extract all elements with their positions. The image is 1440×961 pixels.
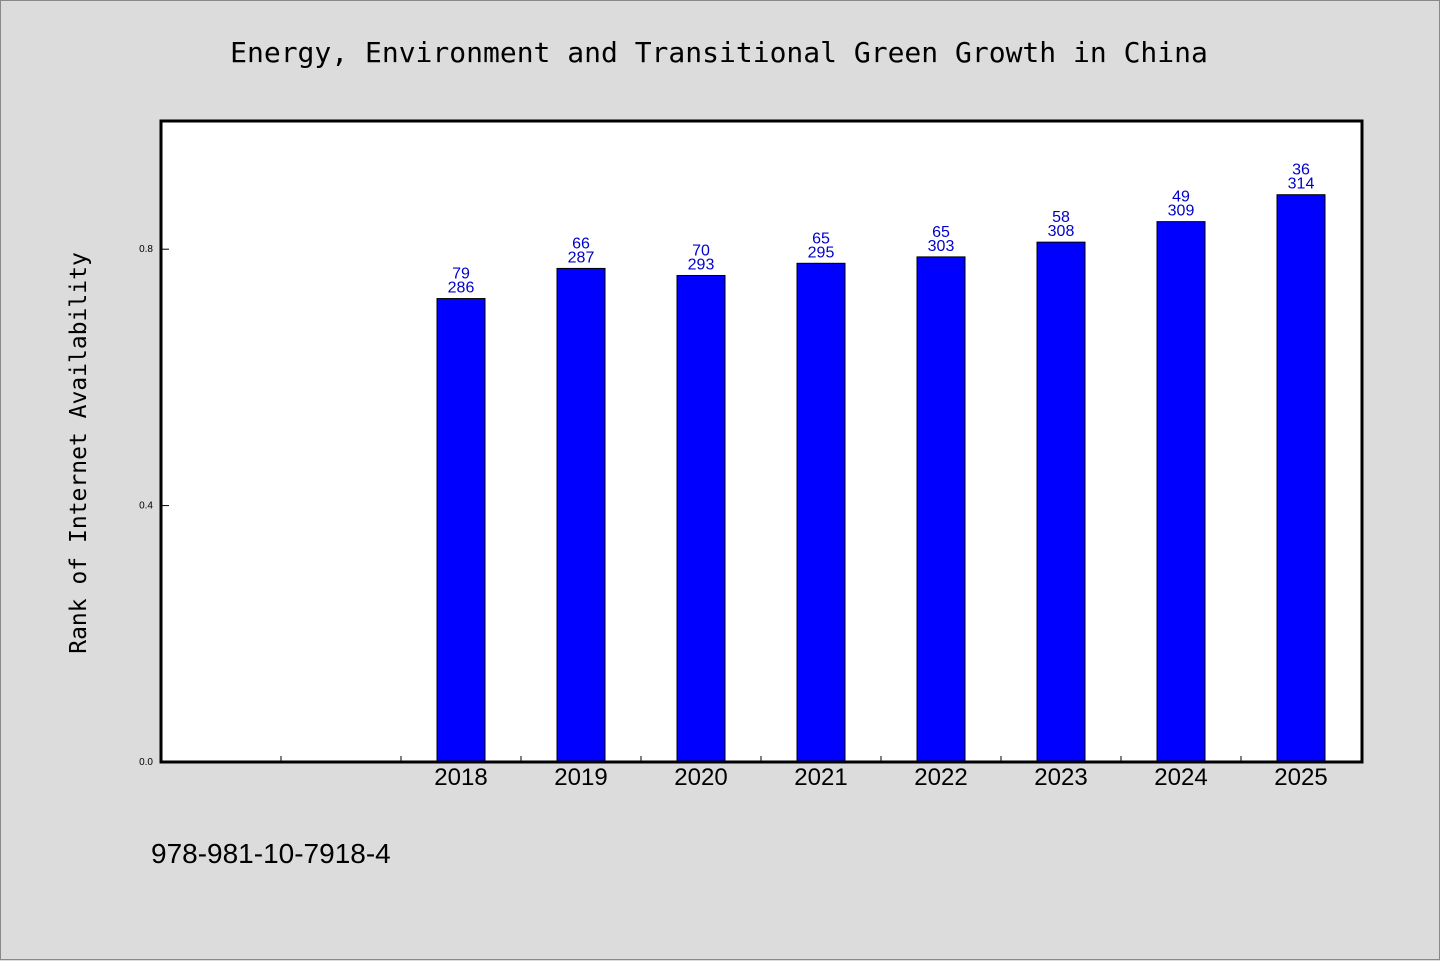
x-tick-label-2021: 2021 — [794, 764, 847, 791]
data-label-rank-2022: 65 — [932, 224, 950, 241]
x-axis-ticks: 2018 2019 2020 2021 2022 2023 2024 2025 — [280, 756, 1362, 791]
bar-2022 — [916, 256, 966, 763]
y-tick-label: 0.0 — [139, 757, 153, 768]
bar-2019 — [556, 267, 606, 763]
x-tick-label-2019: 2019 — [554, 764, 607, 791]
data-label-rank-2024: 49 — [1172, 189, 1190, 206]
data-label-rank-2021: 65 — [812, 230, 830, 247]
data-label-count-2019: 287 — [568, 249, 595, 266]
bar-2023 — [1036, 241, 1086, 763]
x-tick-label-2018: 2018 — [434, 764, 487, 791]
x-tick-label-2023: 2023 — [1034, 764, 1087, 791]
data-label-count-2023: 308 — [1048, 223, 1075, 240]
chart-title: Energy, Environment and Transitional Gre… — [230, 36, 1208, 69]
x-tick-label-2025: 2025 — [1274, 764, 1327, 791]
data-label-rank-2019: 66 — [572, 235, 590, 252]
y-tick-label: 0.4 — [139, 501, 153, 512]
data-label-rank-2020: 70 — [692, 242, 710, 259]
plot-border — [159, 119, 1364, 764]
data-label-count-2020: 293 — [688, 256, 715, 273]
x-tick-label-2024: 2024 — [1154, 764, 1207, 791]
data-label-count-2025: 314 — [1288, 176, 1315, 193]
bar-2018 — [436, 298, 486, 763]
data-label-rank-2018: 79 — [452, 266, 470, 283]
y-tick-label: 0.8 — [139, 244, 153, 255]
bar-2020 — [676, 274, 726, 763]
data-label-count-2021: 295 — [808, 244, 835, 261]
bar-2021 — [796, 262, 846, 763]
x-tick-label-2020: 2020 — [674, 764, 727, 791]
y-axis-label: Rank of Internet Availability — [66, 252, 92, 654]
bar-2024 — [1156, 221, 1206, 763]
bar-series — [436, 194, 1326, 763]
isbn-footer: 978-981-10-7918-4 — [151, 838, 391, 869]
data-label-rank-2023: 58 — [1052, 209, 1070, 226]
data-label-count-2024: 309 — [1168, 203, 1195, 220]
data-label-count-2018: 286 — [448, 280, 475, 297]
data-label-rank-2025: 36 — [1292, 162, 1310, 179]
bar-2025 — [1276, 194, 1326, 763]
data-label-count-2022: 303 — [928, 238, 955, 255]
x-tick-label-2022: 2022 — [914, 764, 967, 791]
